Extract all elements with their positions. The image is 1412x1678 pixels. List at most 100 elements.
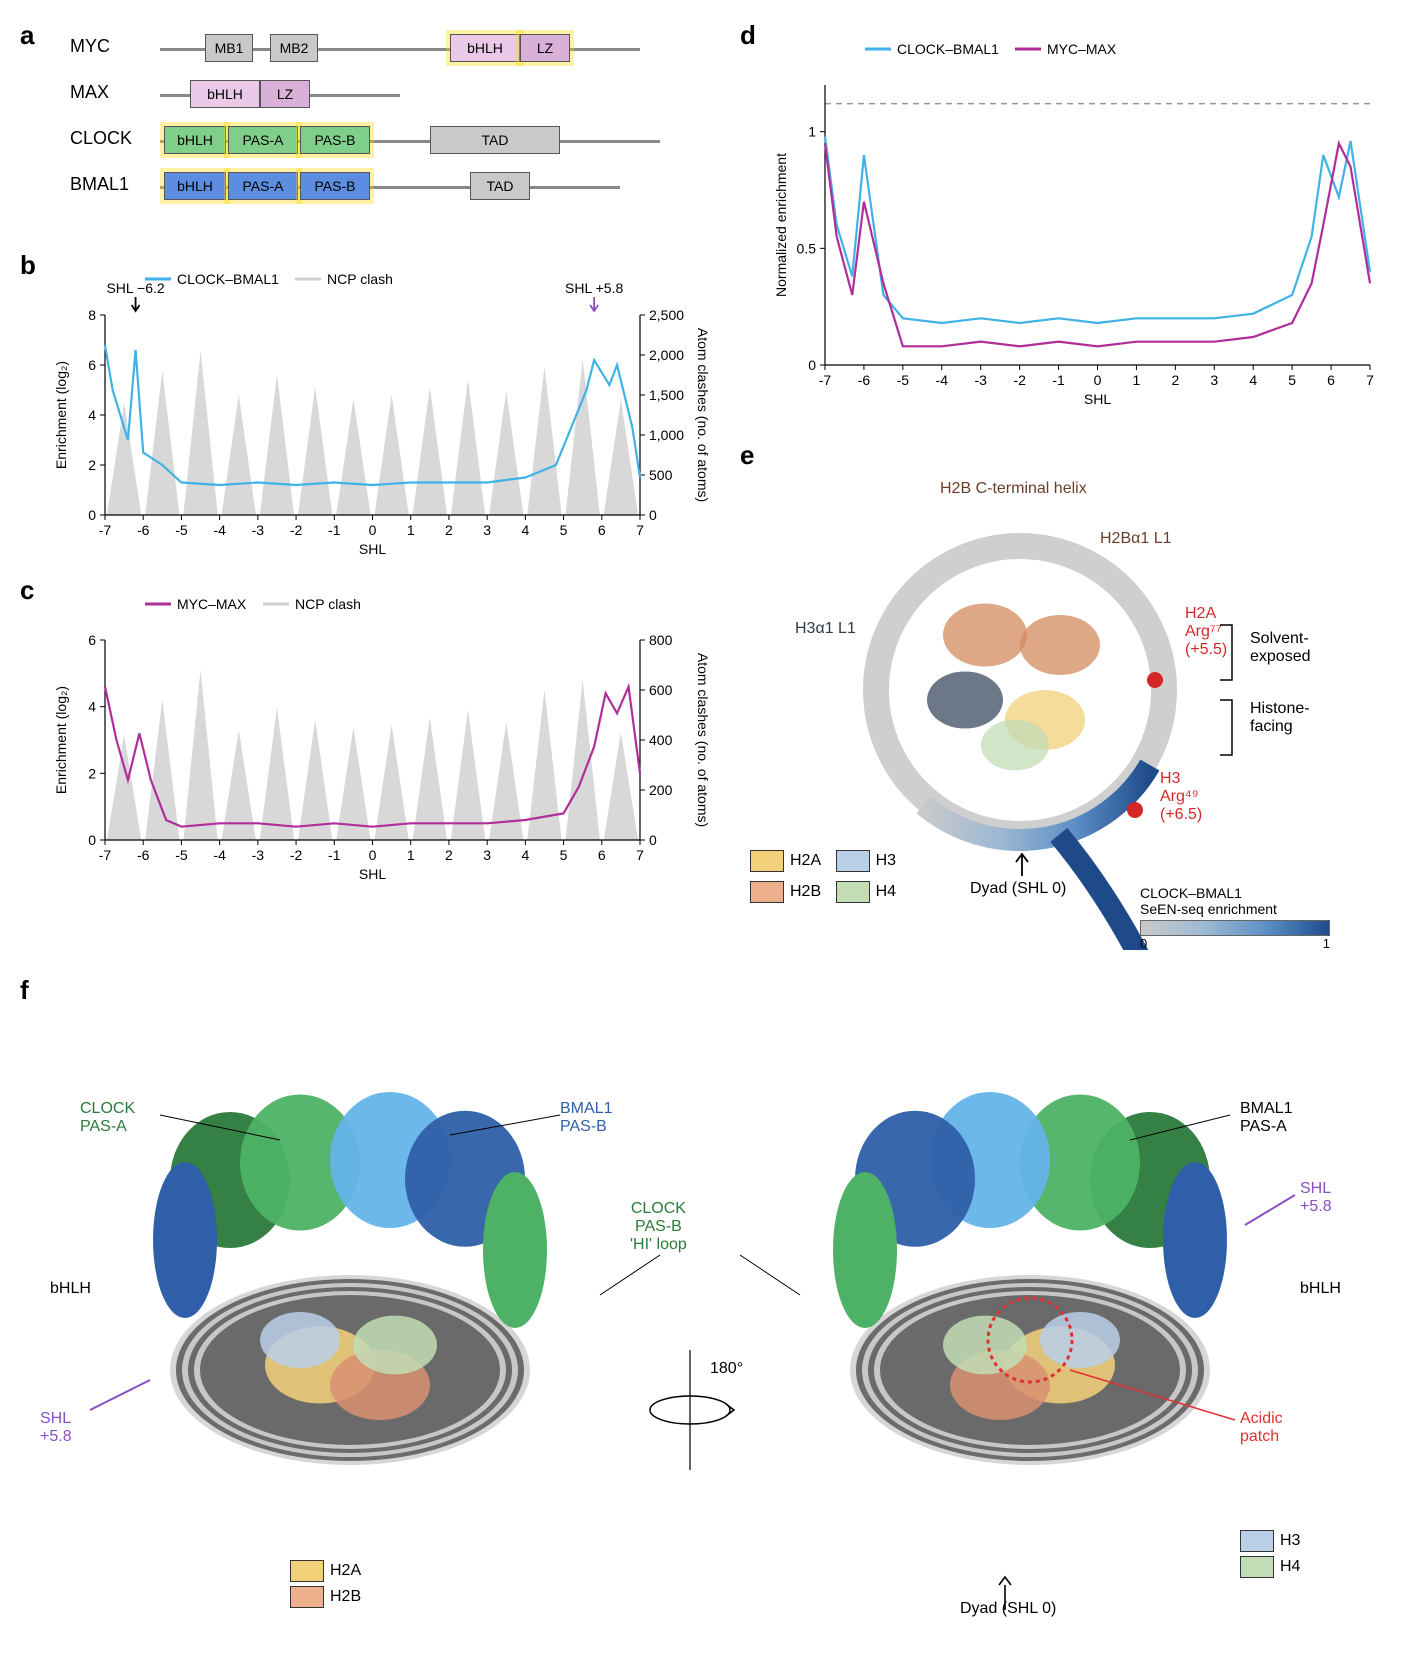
panel-b-chart: -7-6-5-4-3-2-1012345670246805001,0001,50…	[50, 260, 710, 560]
svg-text:4: 4	[521, 522, 529, 538]
svg-text:600: 600	[649, 682, 673, 698]
protein-name: MYC	[70, 36, 110, 57]
histone-legend: H2A H3 H2B H4	[750, 850, 906, 908]
svg-text:-3: -3	[252, 847, 265, 863]
domain-box: TAD	[430, 126, 560, 154]
series-line	[825, 143, 1370, 346]
svg-text:-1: -1	[1052, 372, 1065, 388]
domain-box: bHLH	[164, 126, 226, 154]
svg-text:-3: -3	[974, 372, 987, 388]
series-line	[825, 136, 1370, 323]
svg-text:Enrichment (log₂): Enrichment (log₂)	[53, 686, 69, 794]
svg-text:6: 6	[598, 522, 606, 538]
svg-text:4: 4	[521, 847, 529, 863]
svg-text:2,000: 2,000	[649, 347, 684, 363]
svg-text:6: 6	[1327, 372, 1335, 388]
svg-text:5: 5	[560, 847, 568, 863]
svg-text:0: 0	[649, 832, 657, 848]
enrichment-colorbar: CLOCK–BMAL1 SeEN-seq enrichment 01	[1140, 885, 1330, 951]
svg-text:-7: -7	[99, 522, 112, 538]
svg-text:5: 5	[560, 522, 568, 538]
panel-c-chart: -7-6-5-4-3-2-10123456702460200400600800A…	[50, 585, 710, 885]
svg-text:-4: -4	[213, 847, 226, 863]
svg-text:7: 7	[1366, 372, 1374, 388]
svg-text:-2: -2	[290, 847, 303, 863]
panel-label-e: e	[740, 440, 754, 471]
svg-text:1: 1	[1133, 372, 1141, 388]
domain-box: PAS-A	[228, 126, 298, 154]
svg-text:Enrichment (log₂): Enrichment (log₂)	[53, 361, 69, 469]
panel-e-structure: H2B C-terminal helixH2Bα1 L1H3α1 L1H2A A…	[740, 470, 1360, 950]
panel-label-a: a	[20, 20, 34, 51]
svg-text:0: 0	[808, 357, 816, 373]
svg-text:500: 500	[649, 467, 673, 483]
svg-text:0: 0	[649, 507, 657, 523]
cryoem-svg	[20, 990, 1392, 1650]
figure: a b c d e f MYCMB1MB2bHLHLZMAXbHLHLZCLOC…	[20, 20, 1392, 1658]
domain-box: LZ	[260, 80, 310, 108]
svg-text:MYC–MAX: MYC–MAX	[1047, 41, 1117, 57]
panel-a-domain-schematic: MYCMB1MB2bHLHLZMAXbHLHLZCLOCKbHLHPAS-APA…	[70, 30, 690, 214]
svg-text:-6: -6	[137, 847, 150, 863]
svg-text:2: 2	[88, 765, 96, 781]
panel-label-d: d	[740, 20, 756, 51]
svg-text:-3: -3	[252, 522, 265, 538]
svg-text:-7: -7	[819, 372, 832, 388]
cryoem-label: 180°	[710, 1360, 743, 1378]
svg-text:-1: -1	[328, 847, 341, 863]
svg-text:-6: -6	[858, 372, 871, 388]
chart-svg: -7-6-5-4-3-2-10123456702460200400600800A…	[50, 585, 710, 885]
structure-label: H3 Arg⁴⁹ (+6.5)	[1160, 770, 1202, 824]
svg-text:3: 3	[483, 847, 491, 863]
svg-text:0: 0	[88, 507, 96, 523]
svg-text:4: 4	[88, 407, 96, 423]
svg-text:-7: -7	[99, 847, 112, 863]
svg-text:1: 1	[808, 124, 816, 140]
svg-text:0: 0	[369, 847, 377, 863]
svg-text:SHL: SHL	[359, 541, 386, 557]
protein-row: MAX bHLHLZ	[70, 76, 690, 114]
protein-row: CLOCKbHLHPAS-APAS-BTAD	[70, 122, 690, 160]
cryoem-label: Acidic patch	[1240, 1410, 1283, 1446]
svg-text:0.5: 0.5	[797, 240, 817, 256]
svg-text:6: 6	[88, 357, 96, 373]
protein-name: CLOCK	[70, 128, 132, 149]
svg-text:SHL +5.8: SHL +5.8	[565, 280, 623, 296]
structure-label: H2Bα1 L1	[1100, 530, 1172, 548]
svg-text:4: 4	[88, 699, 96, 715]
svg-text:6: 6	[88, 632, 96, 648]
clash-area	[105, 351, 640, 515]
svg-text:7: 7	[636, 847, 644, 863]
svg-text:-5: -5	[897, 372, 910, 388]
protein-row: MYCMB1MB2bHLHLZ	[70, 30, 690, 68]
legend-left: H2AH2B	[290, 1560, 371, 1612]
protein-name: MAX	[70, 82, 109, 103]
cryoem-label: bHLH	[1300, 1280, 1341, 1298]
svg-text:Atom clashes (no. of atoms): Atom clashes (no. of atoms)	[695, 328, 710, 502]
domain-box: bHLH	[190, 80, 260, 108]
panel-d-chart: -7-6-5-4-3-2-10123456700.51Normalized en…	[770, 30, 1390, 410]
svg-text:MYC–MAX: MYC–MAX	[177, 596, 247, 612]
svg-text:1,500: 1,500	[649, 387, 684, 403]
domain-box: MB2	[270, 34, 318, 62]
svg-text:0: 0	[88, 832, 96, 848]
svg-text:-5: -5	[175, 847, 188, 863]
svg-text:SHL: SHL	[1084, 391, 1111, 407]
chart-svg: -7-6-5-4-3-2-1012345670246805001,0001,50…	[50, 260, 710, 560]
svg-text:2: 2	[1171, 372, 1179, 388]
svg-text:800: 800	[649, 632, 673, 648]
svg-text:Normalized enrichment: Normalized enrichment	[773, 153, 789, 297]
svg-text:2: 2	[445, 847, 453, 863]
svg-text:3: 3	[483, 522, 491, 538]
svg-text:NCP clash: NCP clash	[327, 271, 393, 287]
cryoem-label: BMAL1 PAS-B	[560, 1100, 612, 1136]
svg-text:SHL −6.2: SHL −6.2	[106, 280, 164, 296]
svg-text:400: 400	[649, 732, 673, 748]
svg-text:1,000: 1,000	[649, 427, 684, 443]
svg-text:6: 6	[598, 847, 606, 863]
cryoem-label: Dyad (SHL 0)	[960, 1600, 1056, 1618]
cryoem-label: bHLH	[50, 1280, 91, 1298]
svg-text:Atom clashes (no. of atoms): Atom clashes (no. of atoms)	[695, 653, 710, 827]
structure-label: H3α1 L1	[795, 620, 856, 638]
cryoem-label: CLOCK PAS-B 'HI' loop	[630, 1200, 687, 1254]
